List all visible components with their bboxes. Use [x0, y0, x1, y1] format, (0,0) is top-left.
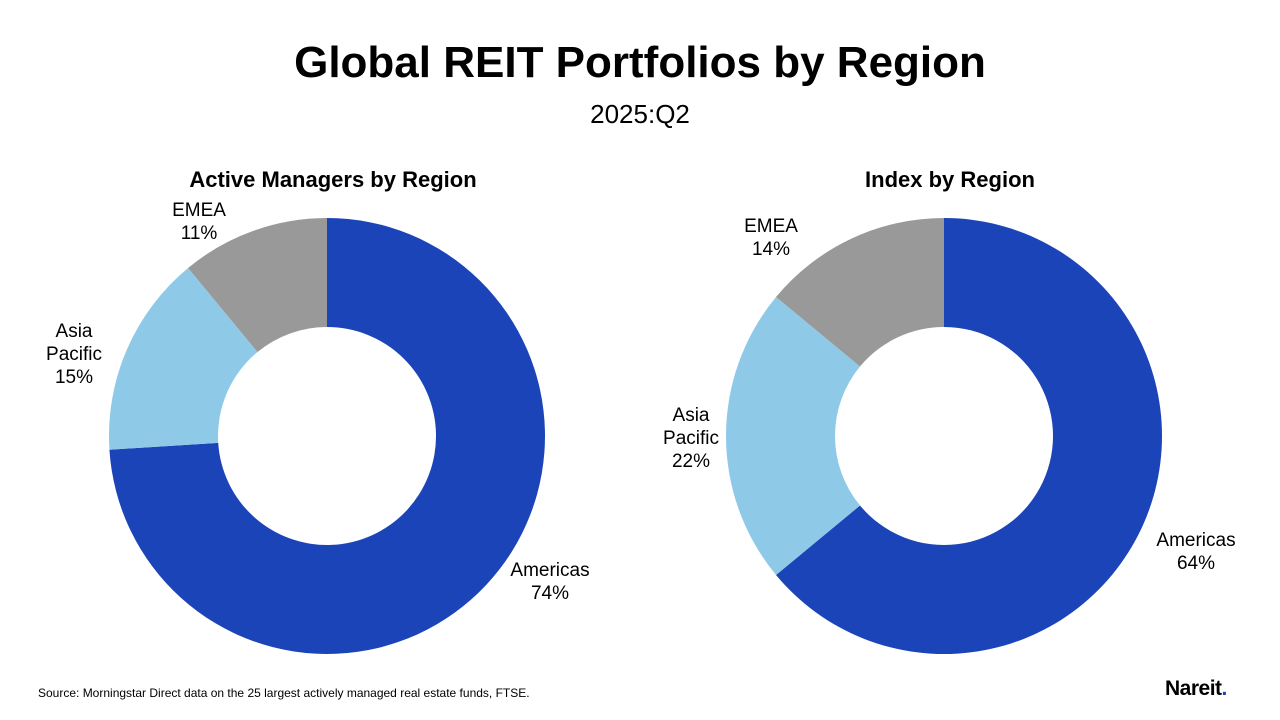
donut-slice-index-emea [776, 217, 944, 367]
source-note: Source: Morningstar Direct data on the 2… [38, 686, 530, 700]
label-index-asia-pacific: Asia Pacific 22% [663, 405, 719, 472]
donut-slice-active-asia-pacific [108, 268, 258, 450]
label-index-americas: Americas 64% [1156, 530, 1236, 574]
nareit-logo: Nareit. [1165, 677, 1227, 700]
label-active-emea: EMEA 11% [172, 200, 226, 244]
chart-title-active: Active Managers by Region [189, 167, 477, 192]
donut-slice-active-americas [109, 218, 546, 654]
page-subtitle: 2025:Q2 [590, 99, 690, 129]
donut-slice-index-asia-pacific [726, 297, 861, 575]
page-title: Global REIT Portfolios by Region [294, 38, 986, 87]
donut-slice-active-emea [188, 218, 327, 353]
donut-slice-index-americas [776, 218, 1162, 654]
label-active-americas: Americas 74% [510, 560, 590, 604]
label-index-emea: EMEA 14% [744, 216, 798, 260]
label-active-asia-pacific: Asia Pacific 15% [46, 321, 102, 388]
chart-title-index: Index by Region [865, 167, 1035, 192]
